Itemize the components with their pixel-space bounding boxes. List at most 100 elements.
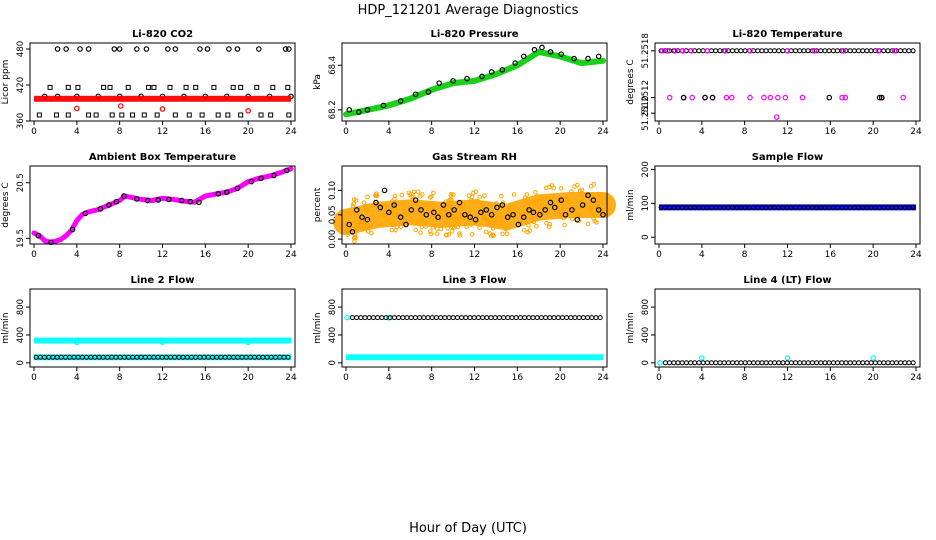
series-point [898,360,904,366]
series-point [223,189,230,195]
rh-noise-point [448,191,454,197]
series-point [542,207,548,213]
panel-ylabel: percent [313,187,323,222]
series-point [116,46,123,52]
series-point [839,360,845,366]
rh-noise-point [595,202,601,207]
rh-noise-point [589,211,595,216]
series-point [496,315,502,321]
rh-noise-point [493,220,499,225]
series-point [440,202,447,208]
series-point [379,315,385,321]
rh-noise-point [526,223,531,228]
series-point [801,48,807,54]
x-tick-label: 24 [910,373,922,383]
series-point [74,339,80,346]
series-point [381,187,388,194]
panel-ylabel: degrees C [1,182,11,227]
rh-noise-point [431,190,436,196]
series-point [688,47,694,54]
rh-noise-point [418,230,423,235]
rh-noise-point [468,222,474,227]
panel-plot [31,166,294,246]
panel-plot [34,46,294,118]
panel-3: Li-820 Temperature degrees C 0 4 8 12 16 20 24 51… [626,29,922,137]
series-square [199,112,205,118]
panel-frame [29,42,296,122]
series-point [534,315,540,321]
series-point [512,60,518,66]
x-tick-label: 8 [742,250,748,260]
rh-noise-point [587,205,593,211]
series-point [82,210,89,217]
series-point [539,44,545,51]
series-point [776,360,782,366]
rh-noise-point [428,231,434,237]
series-point [683,360,689,366]
series-point [826,94,833,101]
series-square [154,112,160,118]
series-point [456,199,463,206]
series-point [700,360,706,366]
series-point [400,315,406,321]
series-square [193,84,199,90]
series-point [155,197,162,203]
series-square [130,112,136,118]
x-tick-label: 0 [656,127,662,137]
series-square [167,84,173,90]
x-tick-label: 0 [31,373,37,383]
rh-noise-point [351,201,356,207]
series-point [709,48,714,54]
series-point [662,360,668,366]
series-point [822,360,828,366]
rh-noise-point [587,207,593,212]
series-point [868,360,874,366]
rh-noise-point [598,192,604,197]
panel-8: Line 3 Flow ml/min 0 4 8 12 16 20 24 0 400 800 [313,275,609,383]
series-point [784,355,791,361]
series-point [571,55,577,62]
series-point [767,48,773,54]
series-point [391,202,397,208]
x-tick-label: 0 [343,250,349,260]
panel-title: Li-820 CO2 [132,29,193,40]
series-point [856,360,862,366]
figure-xlabel: Hour of Day (UTC) [409,521,527,536]
series-point [814,360,820,366]
x-tick-label: 4 [74,127,80,137]
series-point [412,315,418,321]
rh-noise-point [481,215,487,220]
panel-plot [33,337,291,361]
panel-2: Li-820 Pressure kPa 0 4 8 12 16 20 24 68.2 68.4 [313,29,609,137]
rh-noise-point [451,216,457,221]
rh-noise-point [438,226,444,232]
rh-noise-point [522,195,528,200]
x-tick-label: 4 [386,250,392,260]
series-point [734,360,740,366]
x-tick-label: 20 [554,250,566,260]
series-point [530,209,537,216]
series-point [69,226,76,233]
rh-noise-point [401,208,407,214]
series-point [717,360,723,366]
rh-noise-point [504,226,509,231]
rh-noise-point [504,231,510,237]
series-point [585,192,591,199]
series-point [742,48,748,54]
panel-4: Ambient Box Temperature degrees C 0 4 8 12 16 2… [1,152,297,260]
series-square [36,112,42,118]
panel-ylabel: ml/min [313,312,323,343]
series-point [423,211,430,218]
x-tick-label: 8 [117,250,123,260]
series-point [875,47,882,54]
rh-noise-point [477,194,482,200]
rh-noise-point [444,232,449,238]
rh-noise-point [382,212,387,218]
series-square [101,84,107,90]
rh-noise-point [543,196,548,201]
rh-noise-point [487,231,493,236]
series-point [657,360,663,366]
series-point [166,196,172,203]
rh-noise-point [416,220,422,225]
